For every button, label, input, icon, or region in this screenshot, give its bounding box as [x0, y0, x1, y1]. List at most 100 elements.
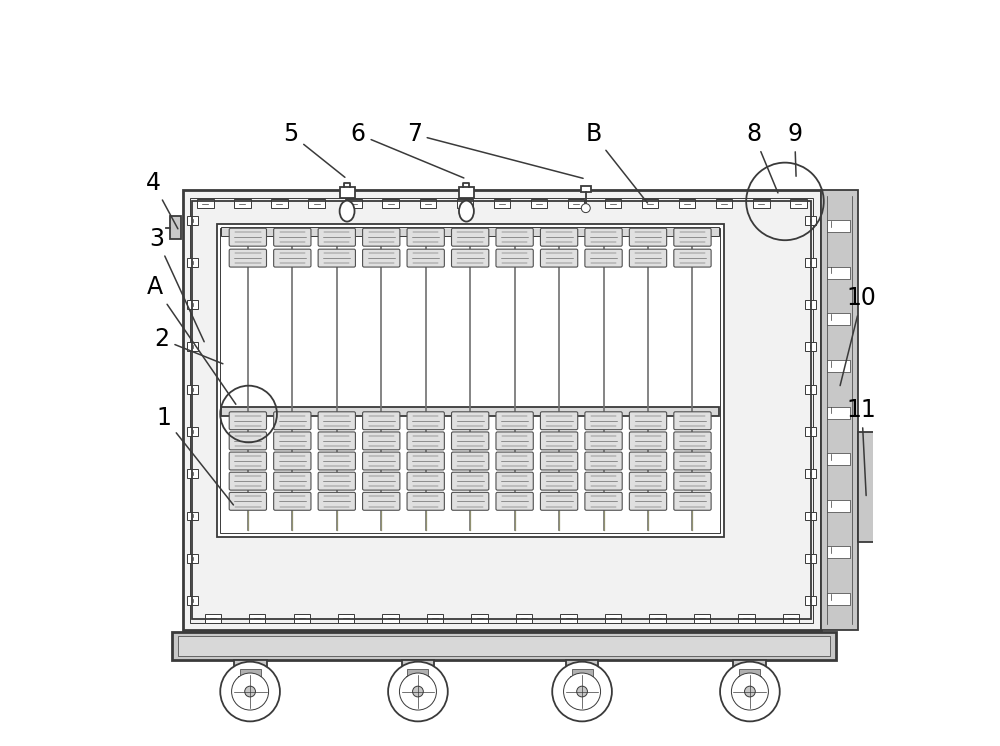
- Bar: [187, 512, 198, 521]
- FancyBboxPatch shape: [274, 249, 311, 267]
- FancyBboxPatch shape: [496, 228, 533, 246]
- FancyBboxPatch shape: [585, 492, 622, 510]
- Bar: [716, 199, 732, 208]
- Bar: [192, 201, 811, 619]
- FancyBboxPatch shape: [540, 228, 578, 246]
- FancyBboxPatch shape: [363, 492, 400, 510]
- Bar: [805, 342, 816, 351]
- Bar: [172, 632, 836, 660]
- Bar: [679, 199, 695, 208]
- Text: 8: 8: [746, 122, 778, 193]
- Bar: [642, 199, 658, 208]
- FancyBboxPatch shape: [452, 432, 489, 450]
- Bar: [649, 614, 666, 623]
- Ellipse shape: [340, 201, 355, 222]
- FancyBboxPatch shape: [407, 432, 444, 450]
- Bar: [187, 596, 198, 605]
- Bar: [187, 258, 198, 267]
- FancyBboxPatch shape: [629, 228, 667, 246]
- FancyBboxPatch shape: [274, 492, 311, 510]
- Bar: [531, 199, 547, 208]
- Bar: [827, 220, 850, 232]
- FancyBboxPatch shape: [229, 412, 267, 430]
- Text: 10: 10: [840, 286, 877, 386]
- FancyBboxPatch shape: [363, 412, 400, 430]
- Bar: [294, 614, 310, 623]
- FancyBboxPatch shape: [363, 472, 400, 490]
- Bar: [220, 228, 720, 533]
- Bar: [605, 199, 621, 208]
- FancyBboxPatch shape: [452, 412, 489, 430]
- Bar: [805, 469, 816, 478]
- Bar: [805, 427, 816, 436]
- FancyBboxPatch shape: [629, 249, 667, 267]
- FancyBboxPatch shape: [540, 249, 578, 267]
- Bar: [605, 614, 621, 623]
- FancyBboxPatch shape: [540, 412, 578, 430]
- Bar: [827, 593, 850, 605]
- FancyBboxPatch shape: [585, 452, 622, 470]
- Bar: [205, 614, 221, 623]
- FancyBboxPatch shape: [674, 452, 711, 470]
- FancyBboxPatch shape: [496, 492, 533, 510]
- FancyBboxPatch shape: [585, 412, 622, 430]
- FancyBboxPatch shape: [452, 472, 489, 490]
- Bar: [805, 596, 816, 605]
- Bar: [187, 385, 198, 394]
- FancyBboxPatch shape: [452, 249, 489, 267]
- FancyBboxPatch shape: [229, 249, 267, 267]
- Bar: [382, 614, 399, 623]
- Text: A: A: [147, 275, 236, 404]
- Bar: [827, 546, 850, 558]
- Bar: [581, 186, 591, 192]
- FancyBboxPatch shape: [407, 452, 444, 470]
- FancyBboxPatch shape: [363, 452, 400, 470]
- Bar: [308, 199, 325, 208]
- Bar: [187, 216, 198, 225]
- Circle shape: [232, 673, 269, 710]
- FancyBboxPatch shape: [674, 228, 711, 246]
- Bar: [739, 669, 760, 681]
- FancyBboxPatch shape: [318, 432, 355, 450]
- Bar: [183, 190, 821, 630]
- FancyBboxPatch shape: [496, 432, 533, 450]
- FancyBboxPatch shape: [229, 472, 267, 490]
- Text: B: B: [585, 122, 647, 203]
- Bar: [271, 199, 288, 208]
- FancyBboxPatch shape: [496, 412, 533, 430]
- Text: 5: 5: [283, 122, 345, 178]
- Bar: [494, 199, 510, 208]
- FancyBboxPatch shape: [585, 228, 622, 246]
- FancyBboxPatch shape: [407, 249, 444, 267]
- FancyBboxPatch shape: [407, 492, 444, 510]
- Bar: [457, 199, 473, 208]
- Bar: [187, 300, 198, 309]
- Bar: [572, 669, 593, 681]
- FancyBboxPatch shape: [407, 472, 444, 490]
- Bar: [459, 186, 474, 198]
- Bar: [187, 427, 198, 436]
- FancyBboxPatch shape: [496, 452, 533, 470]
- FancyBboxPatch shape: [452, 228, 489, 246]
- Bar: [827, 266, 850, 279]
- FancyBboxPatch shape: [585, 249, 622, 267]
- Bar: [402, 660, 434, 683]
- FancyBboxPatch shape: [318, 472, 355, 490]
- FancyBboxPatch shape: [318, 492, 355, 510]
- FancyBboxPatch shape: [629, 412, 667, 430]
- Bar: [382, 199, 399, 208]
- Bar: [516, 614, 532, 623]
- Circle shape: [399, 673, 436, 710]
- FancyBboxPatch shape: [496, 249, 533, 267]
- Bar: [427, 614, 443, 623]
- Text: 2: 2: [155, 327, 223, 364]
- Bar: [187, 342, 198, 351]
- FancyBboxPatch shape: [540, 432, 578, 450]
- Circle shape: [731, 673, 768, 710]
- Circle shape: [413, 686, 423, 697]
- Circle shape: [245, 686, 255, 697]
- FancyBboxPatch shape: [318, 228, 355, 246]
- Bar: [805, 258, 816, 267]
- FancyBboxPatch shape: [363, 432, 400, 450]
- Bar: [821, 190, 858, 630]
